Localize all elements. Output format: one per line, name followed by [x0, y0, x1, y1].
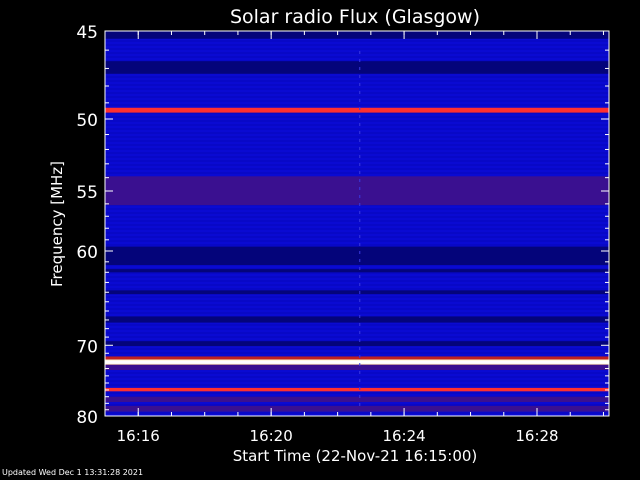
band-dark [105, 316, 609, 323]
y-tick-label: 45 [76, 23, 98, 43]
band-purple [105, 405, 609, 412]
band-dark [105, 269, 609, 273]
spectrogram-plot [105, 31, 609, 416]
band-purple [105, 364, 609, 371]
x-axis-label: Start Time (22-Nov-21 16:15:00) [233, 447, 478, 465]
axes: 45 50 55 60 70 80 16:16 16:20 16:24 16:28 [76, 23, 610, 445]
band-purple [105, 396, 609, 403]
band-purple [105, 176, 609, 206]
band-dark [105, 341, 609, 347]
spectrogram-background [105, 31, 609, 416]
x-tick-label: 16:16 [117, 427, 160, 445]
x-tick-label: 16:24 [382, 427, 425, 445]
band-dark [105, 290, 609, 295]
chart-title: Solar radio Flux (Glasgow) [230, 6, 480, 28]
x-tick-label: 16:20 [250, 427, 293, 445]
y-tick-label: 50 [76, 111, 98, 131]
band-hot-glow [105, 356, 609, 360]
band-dark [105, 31, 609, 39]
x-tick-label: 16:28 [515, 427, 558, 445]
band-interference [105, 387, 609, 392]
y-tick-label: 55 [76, 183, 98, 203]
y-axis-label: Frequency [MHz] [48, 161, 66, 287]
y-tick-label: 80 [76, 408, 98, 428]
band-dark [105, 246, 609, 265]
updated-timestamp: Updated Wed Dec 1 13:31:28 2021 [2, 468, 144, 477]
band-hot-core [105, 360, 609, 364]
band-dark [105, 61, 609, 74]
band-interference [105, 107, 609, 113]
plot-frame [104, 30, 610, 417]
y-tick-label: 60 [76, 243, 98, 263]
y-tick-label: 70 [76, 337, 98, 357]
